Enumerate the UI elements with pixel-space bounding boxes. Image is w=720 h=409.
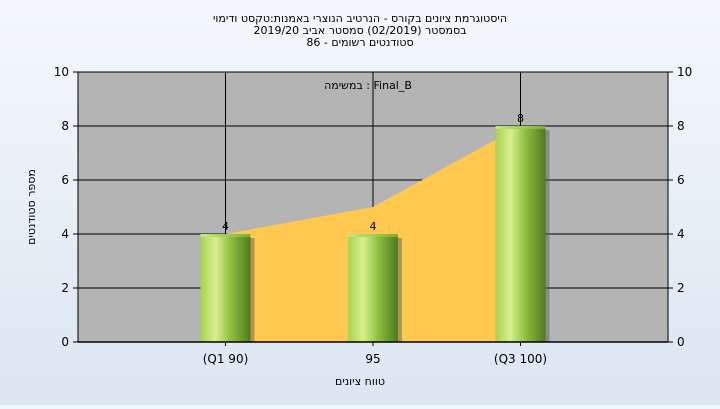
y-tick-label-left: 2 <box>61 281 69 295</box>
y-tick-label-left: 0 <box>61 335 69 349</box>
y-axis-title: מספר סטודנטים <box>25 169 38 245</box>
bar <box>348 234 398 342</box>
chart-title-line: בסמסטר (02/2019) סמסטר אביב 2019/20 <box>253 24 466 37</box>
y-tick-label-right: 6 <box>677 173 685 187</box>
y-tick-label-left: 4 <box>61 227 69 241</box>
bar-top <box>348 234 398 237</box>
bar-top <box>200 234 251 237</box>
chart-title: היסטוגרמת ציונים בקורס - הנרטיב הנוצרי ב… <box>213 12 507 49</box>
y-tick-label-right: 4 <box>677 227 685 241</box>
labels: 0 0 2 2 4 4 6 6 8 8 10 10 (Q1 90) 95 (Q3 100) 4 4 8 במשימה… <box>25 65 692 388</box>
bar <box>200 234 251 342</box>
x-tick-label: 95 <box>365 352 380 366</box>
y-tick-label-left: 6 <box>61 173 69 187</box>
bar <box>495 126 546 342</box>
series-label: במשימה : Final_B <box>324 79 412 92</box>
data-label: 8 <box>517 112 524 125</box>
y-tick-label-left: 10 <box>54 65 69 79</box>
y-tick-label-right: 8 <box>677 119 685 133</box>
bar-series <box>200 126 550 342</box>
axes <box>73 71 673 346</box>
y-tick-label-right: 10 <box>677 65 692 79</box>
bar-top <box>495 126 546 129</box>
x-axis-title: טווח ציונים <box>335 375 385 388</box>
x-tick-label: (Q1 90) <box>203 352 249 366</box>
y-tick-label-left: 8 <box>61 119 69 133</box>
data-label: 4 <box>370 220 377 233</box>
chart-title-line: סטודנטים רשומים - 86 <box>306 36 413 49</box>
x-tick-label: (Q3 100) <box>494 352 547 366</box>
y-tick-label-right: 2 <box>677 281 685 295</box>
y-tick-label-right: 0 <box>677 335 685 349</box>
data-label: 4 <box>222 220 229 233</box>
chart-title-line: היסטוגרמת ציונים בקורס - הנרטיב הנוצרי ב… <box>213 12 507 25</box>
